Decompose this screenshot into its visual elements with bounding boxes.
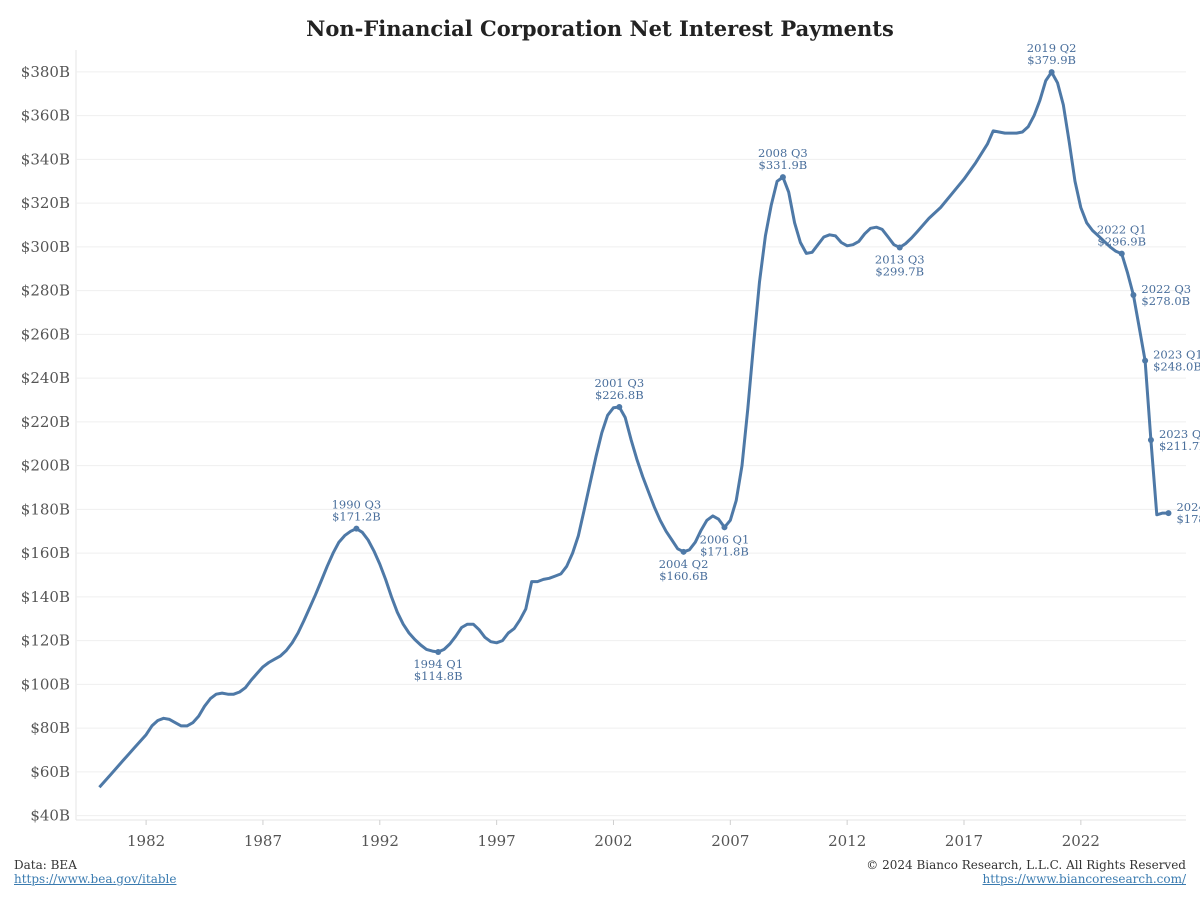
y-tick-label: $280B [21,282,70,300]
y-tick-label: $220B [21,413,70,431]
site-link[interactable]: https://www.biancoresearch.com/ [982,872,1186,886]
annotation-value: $226.8B [595,388,644,402]
annotation-label: 2019 Q2 [1027,41,1077,55]
annotation-value: $178.3B [1176,512,1200,526]
annotation-marker [1130,292,1137,298]
y-tick-label: $200B [21,457,70,475]
x-tick-label: 1992 [361,832,399,850]
x-tick-label: 2012 [828,832,866,850]
annotation-marker [721,524,728,531]
annotation-value: $171.8B [700,544,749,558]
x-tick-label: 2002 [594,832,632,850]
annotation-label: 2022 Q3 [1141,282,1191,296]
annotation-marker [1147,437,1154,444]
annotation-marker [1165,510,1172,517]
x-tick-label: 1982 [127,832,165,850]
x-tick-label: 1997 [478,832,516,850]
y-tick-label: $240B [21,369,70,387]
annotation-label: 1990 Q3 [332,498,382,512]
x-tick-label: 2022 [1062,832,1100,850]
annotation-value: $299.7B [875,265,924,279]
grid-lines [75,50,1186,821]
y-tick-label: $80B [30,719,70,737]
y-tick-label: $180B [21,500,70,518]
footer-copyright: © 2024 Bianco Research, L.L.C. All Right… [866,858,1186,886]
y-tick-label: $160B [21,544,70,562]
y-tick-label: $100B [21,675,70,693]
copyright-text: © 2024 Bianco Research, L.L.C. All Right… [866,858,1186,872]
chart-title: Non-Financial Corporation Net Interest P… [306,16,894,41]
annotation-marker [353,525,360,532]
annotation-value: $160.6B [659,569,708,583]
y-axis: $40B $60B $80B $100B $120B $140B $160B $180B $20… [21,63,70,825]
source-label: Data: BEA [14,858,77,872]
annotation-marker [616,404,623,410]
annotation-marker [896,244,903,251]
source-link[interactable]: https://www.bea.gov/itable [14,872,177,886]
annotation-label: 1994 Q1 [413,657,463,671]
annotation-marker [680,548,687,555]
annotation-value: $171.2B [332,510,381,524]
annotations: 1990 Q3$171.2B 1994 Q1$114.8B 2001 Q3$226.… [332,41,1200,683]
annotation-marker [1142,357,1149,364]
annotation-label: 2008 Q3 [758,146,808,160]
y-tick-label: $40B [30,807,70,825]
y-tick-label: $340B [21,150,70,168]
y-tick-label: $360B [21,107,70,125]
x-tick-label: 2007 [711,832,749,850]
annotation-label: 2022 Q1 [1097,223,1147,237]
y-tick-label: $120B [21,632,70,650]
annotation-label: 2013 Q3 [875,253,925,267]
x-axis: 1982 1987 1992 1997 2002 2007 2012 2017 2022 [127,820,1100,850]
y-tick-label: $260B [21,325,70,343]
annotation-marker [1118,250,1125,257]
annotation-value: $278.0B [1141,294,1190,308]
annotation-value: $114.8B [414,669,463,683]
y-tick-label: $300B [21,238,70,256]
x-tick-label: 2017 [945,832,983,850]
annotation-label: 2024 Q1 [1176,500,1200,514]
y-tick-label: $320B [21,194,70,212]
annotation-label: 2023 Q1 [1153,348,1200,362]
annotation-label: 2006 Q1 [700,532,750,546]
annotation-marker [779,174,786,181]
y-tick-label: $60B [30,763,70,781]
annotation-value: $248.0B [1153,360,1200,374]
annotation-value: $211.7B [1159,439,1200,453]
y-tick-label: $140B [21,588,70,606]
annotation-value: $379.9B [1027,53,1076,67]
y-tick-label: $380B [21,63,70,81]
annotation-label: 2004 Q2 [659,557,709,571]
annotation-label: 2023 Q2 [1159,427,1200,441]
annotation-label: 2001 Q3 [594,376,644,390]
series-line [98,70,1169,789]
annotation-marker [435,649,442,655]
x-tick-label: 1987 [244,832,282,850]
annotation-marker [1048,69,1055,76]
annotation-value: $331.9B [759,158,808,172]
annotation-value: $296.9B [1097,235,1146,249]
footer-source: Data: BEA https://www.bea.gov/itable [14,858,176,886]
